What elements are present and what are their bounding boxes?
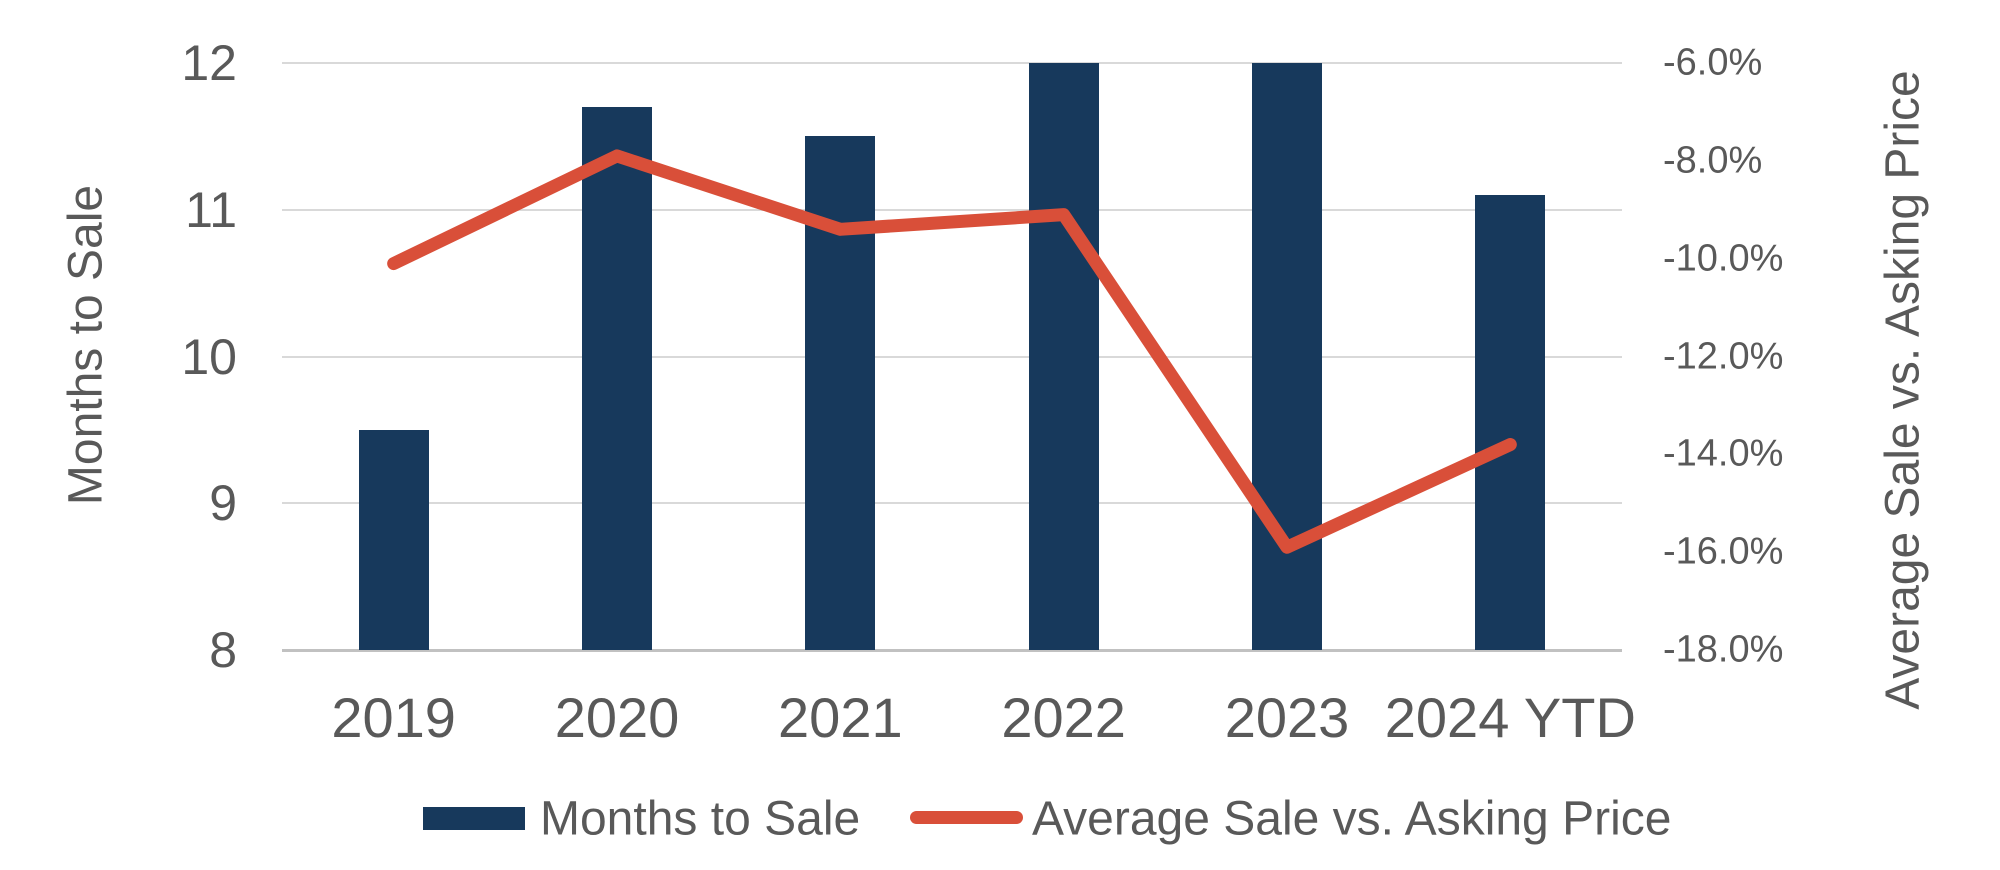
legend-bar-swatch [423,807,525,830]
bar-2020 [582,107,652,650]
y-axis-left-tick: 8 [209,622,237,678]
y-axis-left-tick: 9 [209,475,237,532]
y-axis-right-tick: -14.0% [1663,432,1784,475]
x-axis-label: 2019 [331,686,456,749]
x-axis-label: 2021 [778,686,903,749]
x-axis-label: 2024 YTD [1384,686,1636,749]
y-axis-right-tick: -8.0% [1663,139,1763,182]
gridline [282,62,1622,64]
gridline [282,208,1622,211]
average-sale-vs-asking-price-line [387,149,1517,554]
y-axis-right-tick: -6.0% [1663,41,1763,84]
gridline [282,502,1622,505]
y-axis-right-tick: -12.0% [1663,335,1784,377]
bar-2022 [1028,63,1099,650]
bar-2024 YTD [1475,195,1546,650]
gridline [282,355,1622,358]
y-axis-right-tick: -18.0% [1663,628,1784,671]
bar-2019 [358,429,429,650]
y-axis-left-tick: 11 [185,181,237,238]
legend-label-average-sale-vs-asking-price: Average Sale vs. Asking Price [1032,792,1672,846]
y-axis-left-tick: 10 [181,328,237,385]
x-axis-label: 2020 [554,686,680,749]
legend-label-months-to-sale: Months to Sale [540,792,861,846]
y-axis-right-tick: -10.0% [1663,237,1784,280]
legend-line-swatch [910,811,1023,824]
x-axis-line [282,649,1622,652]
y-axis-right-tick: -16.0% [1663,530,1784,573]
x-axis-label: 2023 [1224,686,1350,749]
x-axis-label: 2022 [1001,686,1126,749]
y-axis-left-tick: 12 [181,35,237,91]
